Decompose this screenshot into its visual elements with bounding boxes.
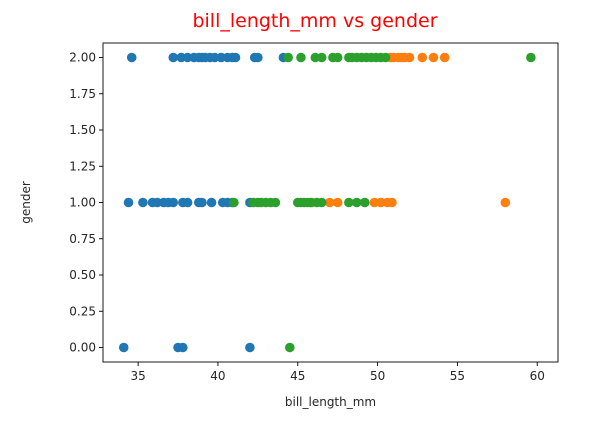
y-tick-label-3: 0.50 (69, 268, 96, 282)
chart-title: bill_length_mm vs gender (192, 10, 437, 32)
data-point-series-3-31 (344, 197, 354, 208)
data-point-series-3-2 (296, 52, 306, 63)
y-tick-label-1: 0.00 (69, 341, 96, 355)
data-point-series-3-6 (332, 52, 343, 63)
data-point-series-1-34 (118, 342, 129, 353)
data-point-series-3-4 (316, 52, 327, 63)
data-point-series-1-28 (197, 197, 207, 208)
data-point-series-2-17 (500, 197, 511, 208)
data-point-series-1-18 (123, 197, 134, 208)
data-point-series-1-1 (126, 52, 137, 63)
y-axis-label: gender (19, 181, 33, 224)
data-point-series-3-32 (352, 197, 362, 208)
y-tick-label-6: 1.25 (69, 159, 96, 173)
data-point-series-1-37 (245, 342, 255, 353)
x-axis-label: bill_length_mm (285, 395, 376, 409)
y-axis: 0.00 0.25 0.50 0.75 1.00 1.25 1.50 1.75 2.00 (69, 51, 103, 355)
x-tick-label-4: 50 (370, 369, 385, 383)
y-tick-label-5: 1.00 (69, 196, 96, 210)
data-point-series-2-16 (387, 197, 397, 208)
data-point-series-1-26 (182, 197, 193, 208)
x-tick-label-3: 45 (290, 369, 305, 383)
y-tick-label-4: 0.75 (69, 232, 96, 246)
data-point-series-1-16 (253, 52, 263, 63)
y-tick-label-2: 0.25 (69, 304, 96, 318)
data-point-series-3-23 (270, 197, 281, 208)
x-tick-label-5: 55 (450, 369, 465, 383)
data-point-series-1-36 (178, 342, 188, 353)
x-tick-label-1: 35 (130, 369, 145, 383)
data-point-series-3-34 (284, 342, 295, 353)
data-point-series-2-12 (332, 197, 343, 208)
data-point-series-1-2 (168, 52, 179, 63)
data-point-series-2-11 (324, 197, 335, 208)
data-point-series-1-24 (168, 197, 179, 208)
y-tick-label-9: 2.00 (69, 51, 96, 65)
data-point-series-2-8 (428, 52, 439, 63)
data-point-series-3-1 (283, 52, 293, 63)
data-point-series-1-14 (230, 52, 241, 63)
data-point-series-3-15 (380, 52, 391, 63)
x-tick-label-6: 60 (530, 369, 545, 383)
x-axis: 35 40 45 50 55 60 (130, 362, 545, 383)
data-point-series-3-17 (229, 197, 239, 208)
data-point-series-2-9 (439, 52, 450, 63)
data-point-series-3-16 (526, 52, 536, 63)
data-point-series-3-33 (360, 197, 370, 208)
data-point-series-2-6 (404, 52, 415, 63)
data-point-series-1-19 (138, 197, 148, 208)
points-layer (118, 52, 536, 353)
y-tick-label-7: 1.50 (69, 123, 96, 137)
data-point-series-1-29 (206, 197, 217, 208)
y-tick-label-8: 1.75 (69, 87, 96, 101)
data-point-series-3-30 (316, 197, 327, 208)
data-point-series-2-7 (417, 52, 428, 63)
x-tick-label-2: 40 (210, 369, 225, 383)
